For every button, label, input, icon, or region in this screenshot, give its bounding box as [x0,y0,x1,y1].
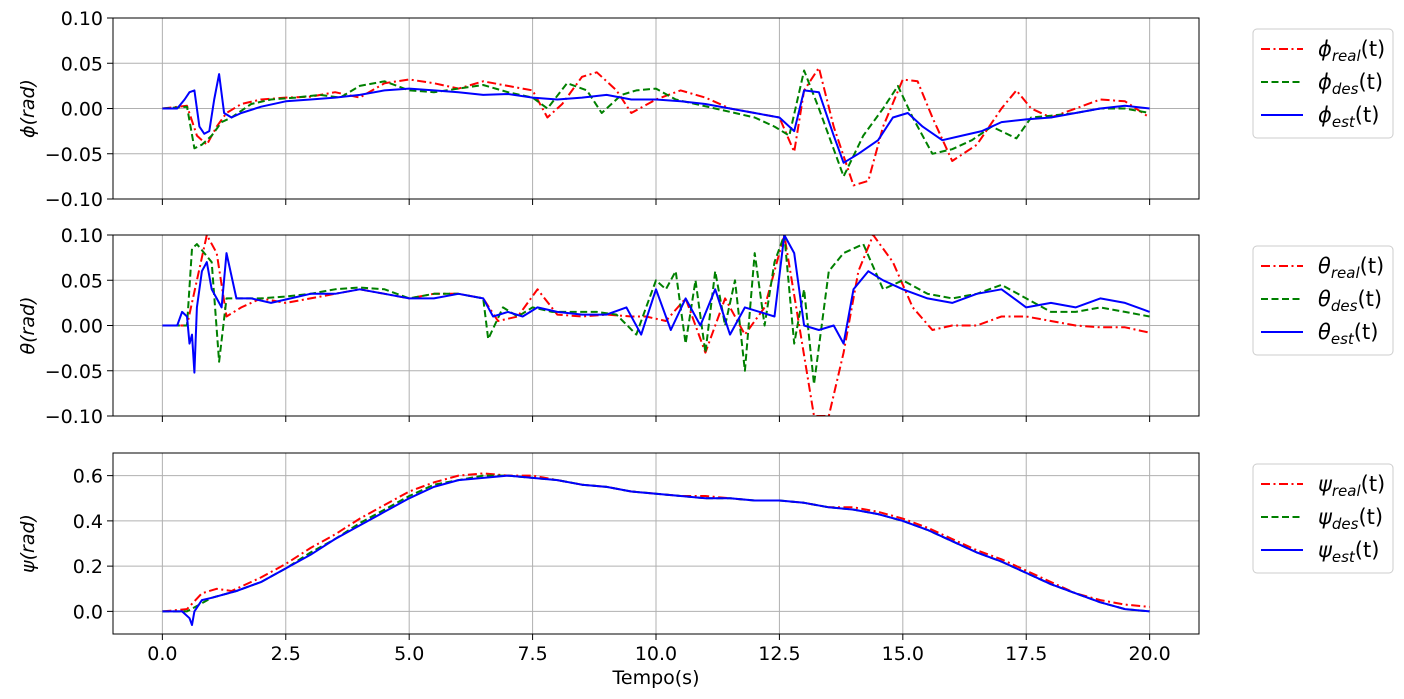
series-line-theta-real [162,235,1150,416]
y-tick-label: 0.00 [61,316,103,338]
legend-symbol: ψ [1318,538,1333,562]
y-tick-label: 0.10 [61,8,103,30]
y-tick-label: 0.0 [73,601,103,623]
x-tick-label: 2.5 [271,643,301,665]
panel-theta: −0.10−0.050.000.050.10θ(rad)θreal(t)θdes… [17,225,1394,428]
legend-label-des: θdes(t) [1318,287,1382,315]
legend-symbol: ψ [1318,505,1333,529]
legend-symbol: ψ [1318,472,1333,496]
panel-psi: 0.0 2.5 5.0 7.5 10.0 12.5 15.0 17.5 20.0 0.0 0.2 0.… [17,452,1394,665]
legend-label-est: θest(t) [1318,320,1378,348]
legend-label-real: θreal(t) [1318,254,1384,282]
legend-subscript: real [1331,264,1361,282]
y-tick-label: 0.4 [73,511,103,533]
series-line-phi-real [162,66,1151,187]
y-axis-symbol: ϕ [17,125,39,138]
legend-argument: (t) [1358,70,1383,94]
y-axis-unit: (rad) [17,297,39,343]
legend-box [1252,28,1394,139]
legend-label-real: ψreal(t) [1318,472,1385,500]
legend-subscript: real [1332,482,1362,500]
x-tick-label: 10.0 [635,643,677,665]
y-tick-label: −0.10 [45,189,103,211]
series-line-phi-est [162,73,1150,164]
legend-label-est: ψest(t) [1318,538,1379,566]
series-line-psi-real [162,472,1150,613]
legend-argument: (t) [1360,254,1385,278]
y-tick-label: 0.2 [73,556,103,578]
y-tick-label: 0.05 [61,270,103,292]
legend-symbol: θ [1318,287,1331,311]
legend-subscript: est [1332,113,1356,131]
legend-symbol: ϕ [1318,37,1332,61]
series-line-theta-est [162,235,1150,374]
legend: θreal(t)θdes(t)θest(t) [1252,245,1394,356]
y-axis-label: ψ(rad) [17,514,39,573]
legend-argument: (t) [1355,103,1380,127]
y-axis-symbol: ψ [17,560,39,573]
legend-subscript: est [1331,330,1355,348]
x-tick-label: 20.0 [1128,643,1170,665]
legend-symbol: θ [1318,254,1331,278]
x-tick-label: 15.0 [882,643,924,665]
plot-frame [112,17,1200,200]
x-tick-label: 7.5 [517,643,547,665]
legend-label-est: ϕest(t) [1318,103,1379,131]
y-tick-label: −0.05 [45,361,103,383]
legend-argument: (t) [1358,505,1383,529]
legend: ϕreal(t)ϕdes(t)ϕest(t) [1252,28,1394,139]
legend-argument: (t) [1357,287,1382,311]
panel-phi: −0.10−0.050.000.050.10ϕ(rad)ϕreal(t)ϕdes… [17,8,1394,211]
x-tick-label: 12.5 [758,643,800,665]
legend-box [1252,245,1394,356]
plot-frame [112,234,1200,417]
legend-symbol: ϕ [1318,70,1332,94]
legend-label-des: ψdes(t) [1318,505,1383,533]
y-tick-label: 0.10 [61,225,103,247]
series-line-phi-des [162,69,1150,178]
legend-symbol: ϕ [1318,103,1332,127]
legend-subscript: des [1332,80,1359,98]
y-axis-unit: (rad) [17,79,39,125]
legend-subscript: des [1332,515,1359,533]
legend-argument: (t) [1361,472,1386,496]
series-line-psi-est [162,474,1150,626]
x-tick-label: 5.0 [394,643,424,665]
legend-subscript: est [1332,548,1356,566]
legend-label-des: ϕdes(t) [1318,70,1383,98]
legend-argument: (t) [1361,37,1386,61]
legend: ψreal(t)ψdes(t)ψest(t) [1252,463,1394,574]
y-tick-label: −0.10 [45,406,103,428]
legend-argument: (t) [1354,320,1379,344]
y-tick-label: 0.00 [61,99,103,121]
x-tick-label: 0.0 [147,643,177,665]
legend-symbol: θ [1318,320,1331,344]
y-axis-label: ϕ(rad) [17,79,39,138]
y-tick-label: 0.05 [61,53,103,75]
y-axis-symbol: θ [17,342,39,354]
legend-argument: (t) [1355,538,1380,562]
plot-frame [112,452,1200,635]
y-axis-label: θ(rad) [17,297,39,355]
x-axis-label: Tempo(s) [612,667,700,689]
y-axis-unit: (rad) [17,514,39,560]
legend-label-real: ϕreal(t) [1318,37,1385,65]
y-tick-label: −0.05 [45,144,103,166]
y-tick-label: 0.6 [73,466,103,488]
legend-subscript: des [1331,297,1358,315]
x-tick-label: 17.5 [1005,643,1047,665]
legend-subscript: real [1332,47,1362,65]
legend-box [1252,463,1394,574]
